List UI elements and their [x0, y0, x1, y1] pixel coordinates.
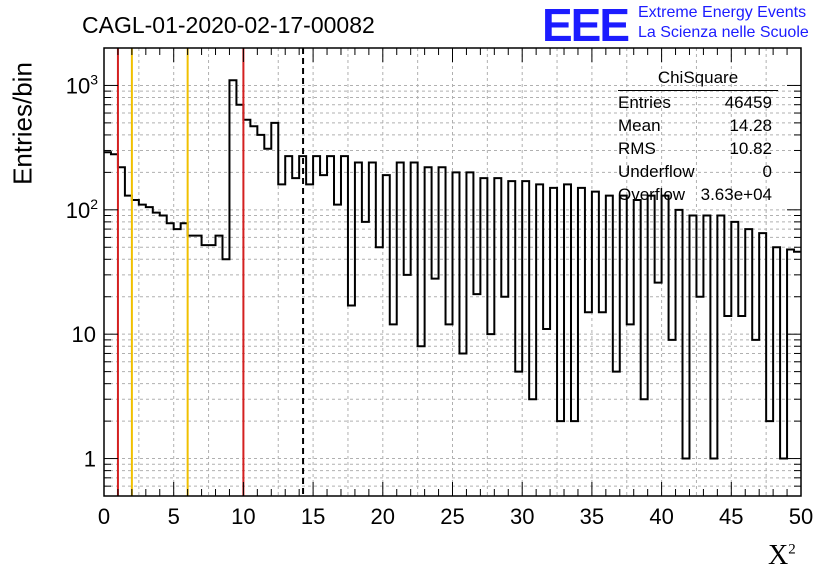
stats-value: 0 — [762, 162, 772, 181]
stats-key: RMS — [618, 139, 656, 158]
y-tick-label: 1 — [84, 447, 96, 472]
x-tick-label: 40 — [649, 504, 673, 529]
eee-logo: EEE Extreme Energy Events La Scienza nel… — [542, 0, 832, 51]
stats-row-underflow: Underflow 0 — [612, 160, 778, 183]
stats-key: Mean — [618, 116, 661, 135]
x-tick-label: 50 — [789, 504, 813, 529]
stats-key: Entries — [618, 93, 671, 112]
x-tick-label: 30 — [510, 504, 534, 529]
histogram-series — [104, 79, 801, 460]
stats-row-mean: Mean 14.28 — [612, 114, 778, 137]
x-tick-label: 15 — [301, 504, 325, 529]
x-tick-label: 25 — [440, 504, 464, 529]
x-tick-label: 5 — [168, 504, 180, 529]
y-tick-label: 102 — [66, 196, 98, 223]
x-tick-label: 0 — [98, 504, 110, 529]
logo-line-2: La Scienza nelle Scuole — [638, 24, 809, 41]
stats-value: 10.82 — [729, 139, 772, 158]
stats-title: ChiSquare — [618, 68, 778, 91]
x-axis-label-text: X — [768, 540, 789, 571]
stats-value: 3.63e+04 — [700, 185, 772, 204]
x-tick-label: 45 — [719, 504, 743, 529]
x-axis-label-exponent: 2 — [788, 541, 796, 558]
stats-row-entries: Entries 46459 — [612, 91, 778, 114]
x-tick-label: 35 — [580, 504, 604, 529]
stats-key: Overflow — [618, 185, 686, 204]
stats-box: ChiSquare Entries 46459 Mean 14.28 RMS 1… — [612, 68, 778, 206]
stats-value: 46459 — [724, 93, 772, 112]
stats-row-overflow: Overflow 3.63e+04 — [612, 183, 778, 206]
chart-title: CAGL-01-2020-02-17-00082 — [82, 12, 375, 38]
x-tick-label: 10 — [231, 504, 255, 529]
stats-key: Underflow — [618, 162, 695, 181]
eee-logo-mark: EEE — [542, 0, 630, 51]
logo-line-1: Extreme Energy Events — [638, 4, 807, 21]
y-tick-label: 103 — [66, 71, 98, 98]
stats-row-rms: RMS 10.82 — [612, 137, 778, 160]
y-tick-label: 10 — [72, 322, 96, 347]
x-tick-label: 20 — [371, 504, 395, 529]
stats-value: 14.28 — [729, 116, 772, 135]
x-axis-label: X2 — [768, 540, 796, 572]
